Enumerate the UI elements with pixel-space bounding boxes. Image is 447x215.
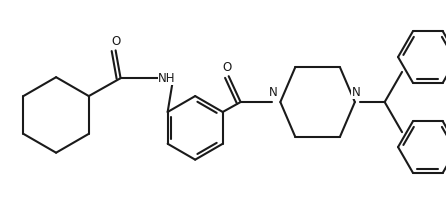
Text: N: N <box>269 86 278 99</box>
Text: O: O <box>222 61 231 74</box>
Text: NH: NH <box>157 72 175 85</box>
Text: N: N <box>351 86 360 99</box>
Text: O: O <box>111 35 120 48</box>
